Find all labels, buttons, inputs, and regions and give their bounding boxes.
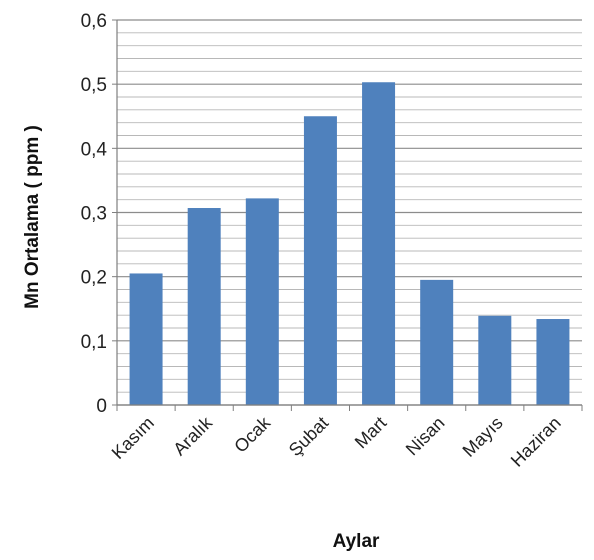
- x-tick-labels: Kasım Aralık Ocak Şubat Mart Nisan Mayıs Hazira…: [108, 412, 565, 471]
- axes: [112, 19, 583, 411]
- bar-0: [129, 273, 163, 405]
- y-tick-label: 0,5: [81, 75, 107, 96]
- bar-4: [362, 82, 396, 405]
- x-tick-label: Kasım: [108, 413, 158, 463]
- bar-series: [129, 82, 570, 405]
- y-tick-label: 0,6: [81, 11, 107, 32]
- x-tick-label: Nisan: [402, 413, 449, 460]
- bar-2: [245, 198, 279, 405]
- y-tick-label: 0,2: [81, 268, 107, 289]
- bar-6: [478, 315, 512, 405]
- y-tick-labels: 0 0,1 0,2 0,3 0,4 0,5 0,6: [81, 11, 108, 417]
- x-tick-label: Mart: [351, 413, 391, 453]
- y-axis-title: Mn Ortalama ( ppm ): [22, 125, 43, 309]
- y-tick-label: 0,3: [81, 204, 107, 225]
- gridlines: [117, 19, 582, 406]
- bar-1: [187, 208, 221, 405]
- x-tick-label: Mayıs: [459, 413, 507, 461]
- x-tick-label: Aralık: [169, 412, 216, 459]
- x-tick-label: Haziran: [507, 413, 565, 471]
- bar-7: [536, 319, 570, 405]
- bar-5: [420, 279, 454, 405]
- bar-3: [303, 116, 337, 405]
- x-axis-title: Aylar: [333, 531, 380, 552]
- x-tick-label: Ocak: [230, 412, 275, 457]
- x-tick-label: Şubat: [285, 413, 332, 460]
- y-tick-label: 0: [96, 396, 107, 417]
- y-tick-label: 0,4: [81, 139, 108, 160]
- y-tick-label: 0,1: [81, 332, 107, 353]
